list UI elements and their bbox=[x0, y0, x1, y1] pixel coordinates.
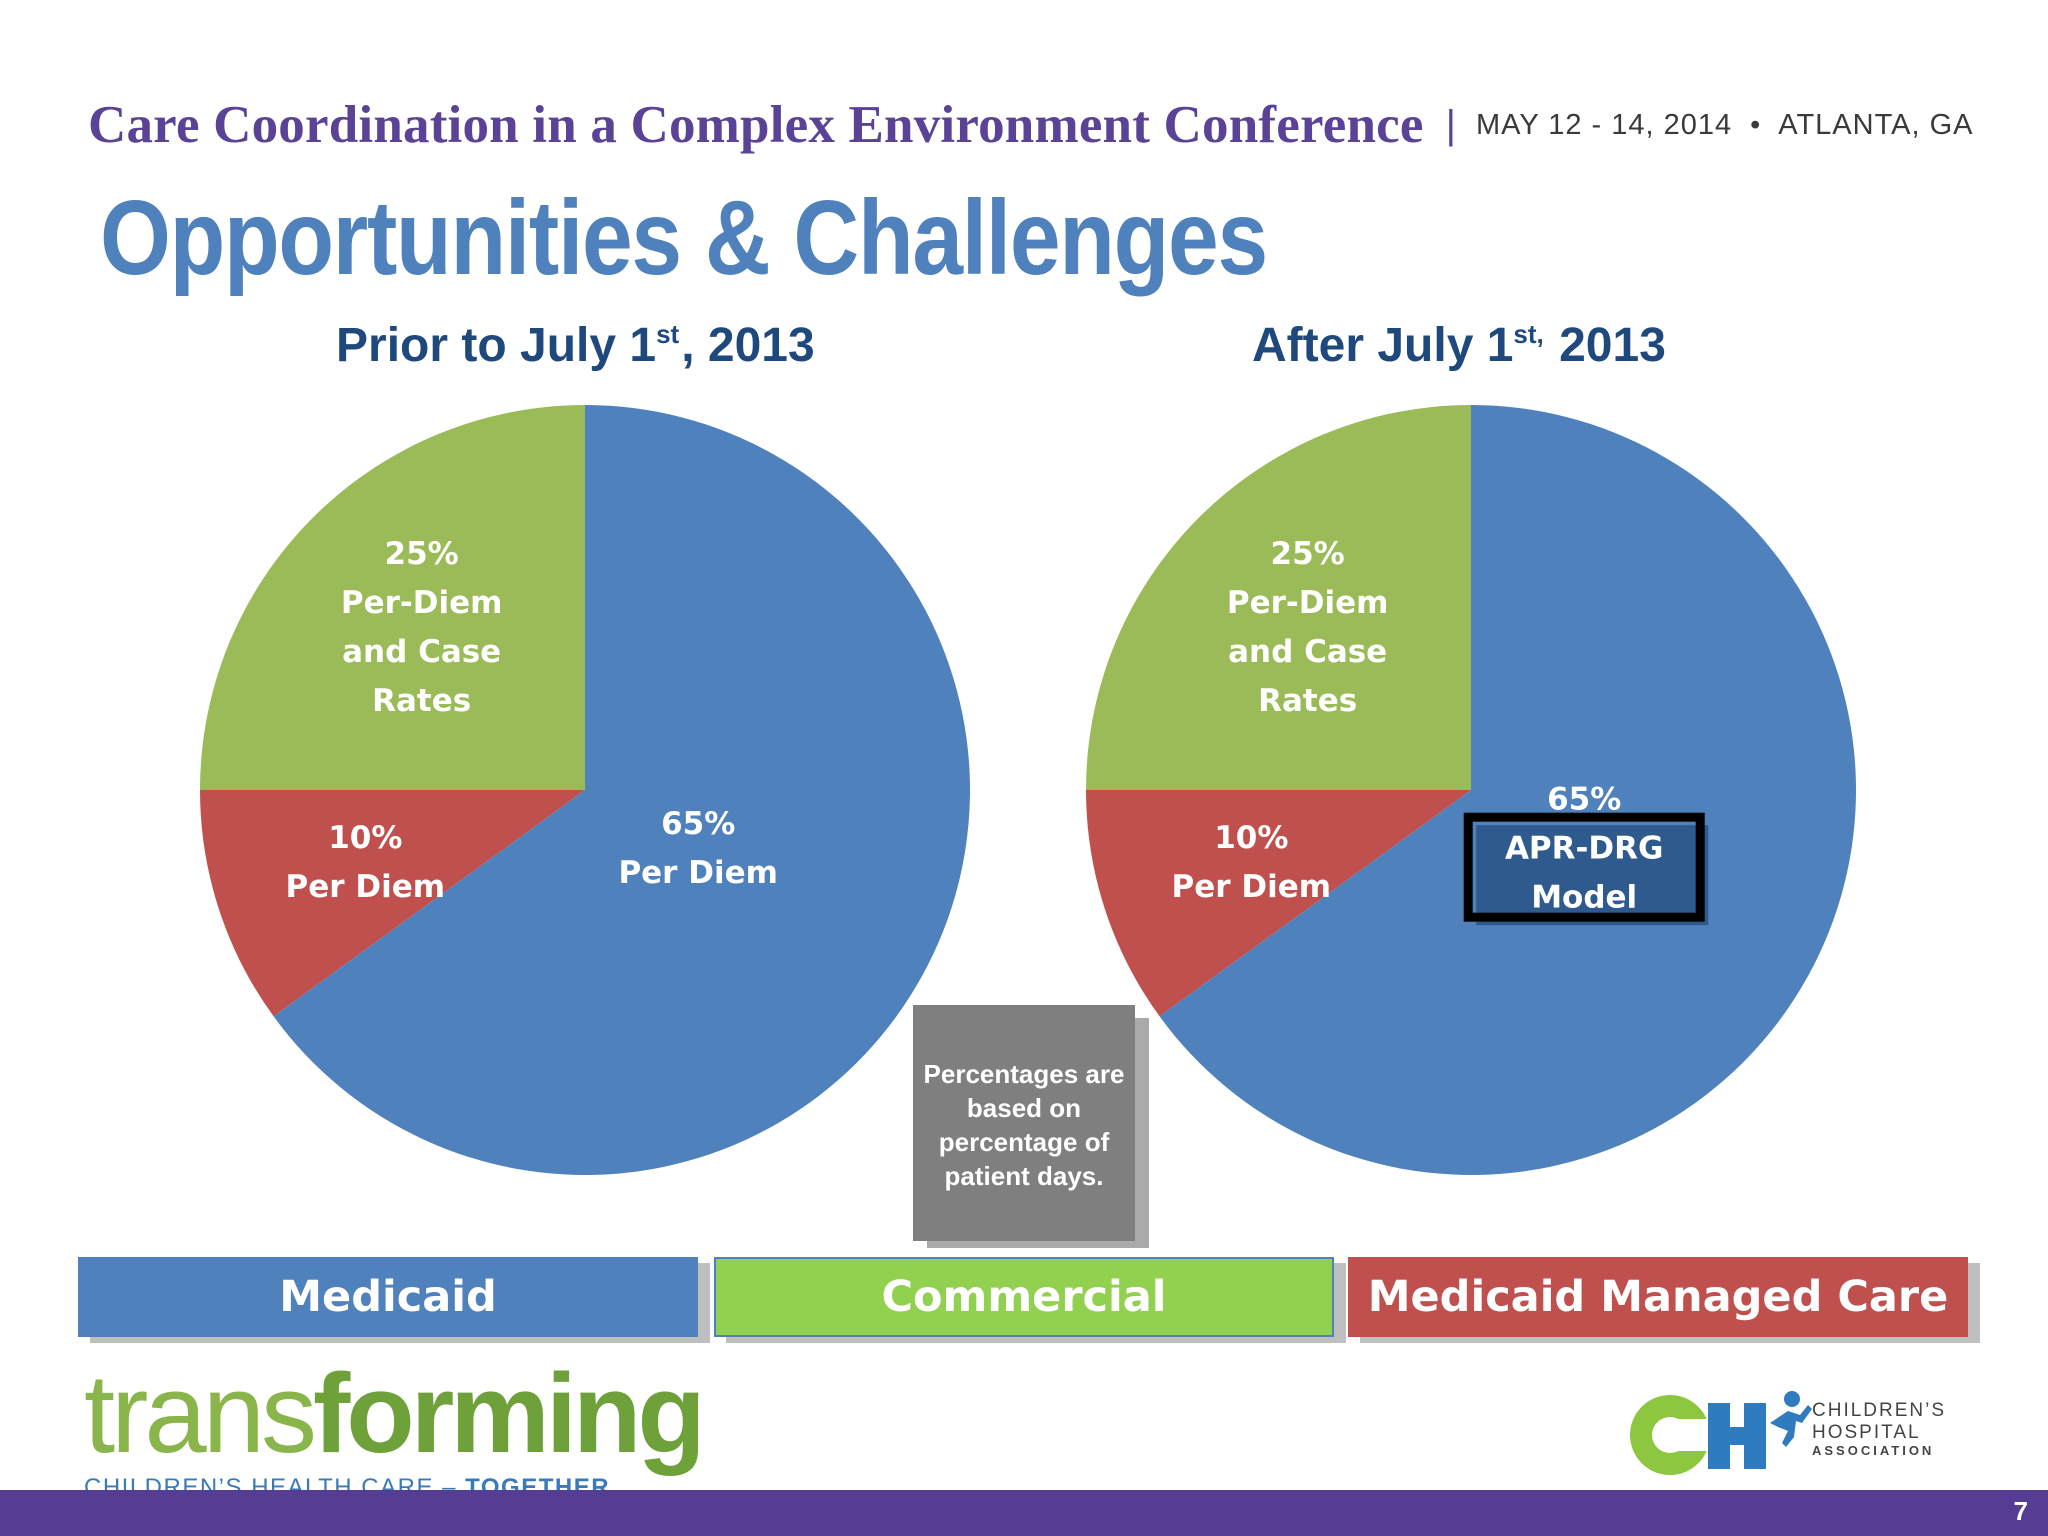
pie-slice-medicaid-managed-care bbox=[200, 790, 585, 1017]
chart-title-after-sup: st, bbox=[1513, 319, 1544, 349]
chart-title-prior-sup: st bbox=[656, 319, 680, 349]
chart-title-prior-text: Prior to July 1 bbox=[336, 319, 657, 372]
slice-label: 65% bbox=[661, 806, 735, 842]
note-box: Percentages are based on percentage of p… bbox=[913, 1005, 1135, 1241]
page-number: 7 bbox=[2013, 1496, 2028, 1526]
header-dot: • bbox=[1750, 108, 1761, 141]
legend-medicaid: Medicaid bbox=[78, 1257, 698, 1337]
chart-title-after-year: 2013 bbox=[1545, 319, 1666, 372]
highlight-box bbox=[1463, 812, 1705, 922]
conference-name: Care Coordination in a Complex Environme… bbox=[88, 96, 1424, 154]
slice-label: Per-Diem bbox=[1227, 585, 1389, 621]
slice-label: Per-Diem bbox=[341, 585, 503, 621]
slice-label: Per Diem bbox=[618, 855, 778, 891]
pie-slice-commercial bbox=[200, 405, 585, 790]
cha-line1: CHILDREN’S bbox=[1812, 1400, 1947, 1421]
slide-title: Opportunities & Challenges bbox=[100, 179, 1268, 297]
pie-chart-prior: 65% Per Diem 10% Per Diem 25% Per-Diem and Cas… bbox=[200, 405, 970, 1175]
logo-word-thin: trans bbox=[84, 1351, 317, 1476]
chart-title-prior-year: , 2013 bbox=[681, 319, 815, 372]
pie-chart-after: 65% APR-DRG Model 10% Per Diem 25% Per-Diem and… bbox=[1086, 405, 1856, 1175]
transforming-logo: transforming CHILDREN’S HEALTH CARE – TO… bbox=[84, 1358, 706, 1502]
highlight-box-shadow bbox=[1476, 825, 1709, 926]
slice-label: Per Diem bbox=[1172, 869, 1332, 905]
cha-line2: HOSPITAL bbox=[1812, 1421, 1921, 1443]
chart-title-after: After July 1st, 2013 bbox=[1252, 318, 1666, 373]
slice-label: 10% bbox=[1214, 820, 1288, 856]
slice-label: Rates bbox=[372, 683, 471, 719]
footer-band bbox=[0, 1490, 2048, 1536]
logo-wordmark: transforming bbox=[84, 1358, 706, 1470]
cha-wordmark: CHILDREN’S HOSPITAL ASSOCIATION bbox=[1812, 1400, 1946, 1459]
cha-logo-icon bbox=[1630, 1391, 1812, 1475]
pie-slice-medicaid bbox=[1159, 405, 1856, 1175]
slice-label: APR-DRG bbox=[1505, 831, 1664, 867]
conference-location: ATLANTA, GA bbox=[1778, 108, 1974, 141]
header-separator: | bbox=[1445, 102, 1456, 147]
slice-label: and Case bbox=[1228, 634, 1387, 670]
logo-word-bold: forming bbox=[313, 1351, 706, 1476]
legend-medicaid-managed-care: Medicaid Managed Care bbox=[1348, 1257, 1968, 1337]
slice-label: Model bbox=[1531, 880, 1637, 916]
pie-slice-commercial bbox=[1086, 405, 1471, 790]
chart-title-after-text: After July 1 bbox=[1252, 319, 1514, 372]
slice-label: 65% bbox=[1547, 782, 1621, 818]
slice-label: and Case bbox=[342, 634, 501, 670]
slice-label: 10% bbox=[328, 820, 402, 856]
pie-slice-medicaid bbox=[273, 405, 970, 1175]
slice-label: Rates bbox=[1258, 683, 1357, 719]
cha-line3: ASSOCIATION bbox=[1812, 1442, 1935, 1458]
slice-label: 25% bbox=[1271, 536, 1345, 572]
conference-dates: MAY 12 - 14, 2014 bbox=[1475, 108, 1733, 141]
legend-commercial: Commercial bbox=[714, 1257, 1334, 1337]
slice-label: 25% bbox=[385, 536, 459, 572]
conference-header: Care Coordination in a Complex Environme… bbox=[88, 90, 1988, 160]
slice-label: Per Diem bbox=[286, 869, 446, 905]
chart-title-prior: Prior to July 1st, 2013 bbox=[336, 318, 815, 373]
pie-slice-medicaid-managed-care bbox=[1086, 790, 1471, 1017]
